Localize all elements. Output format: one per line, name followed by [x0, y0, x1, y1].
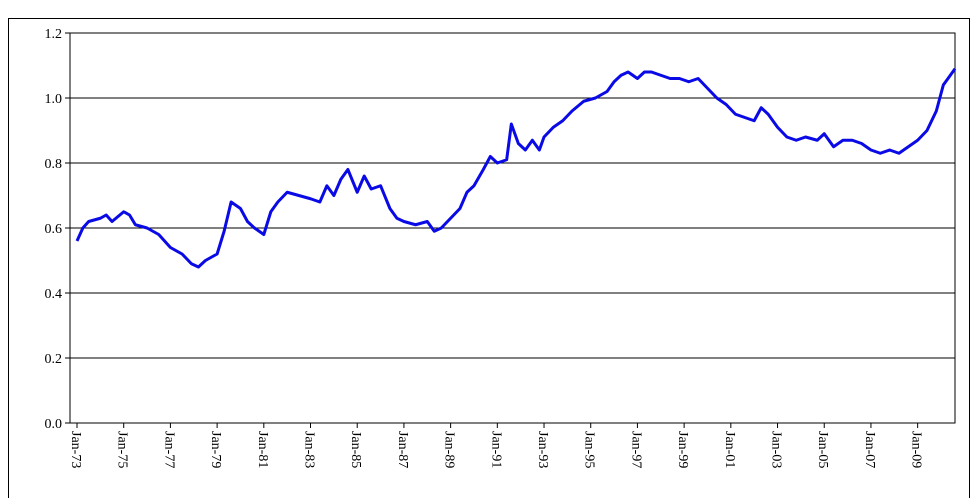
x-tick-label: Jan-91 [488, 431, 503, 468]
x-tick-label: Jan-87 [395, 431, 410, 468]
x-tick-label: Jan-75 [115, 431, 130, 468]
x-tick-label: Jan-81 [255, 431, 270, 468]
data-line [75, 67, 957, 269]
x-tick-label: Jan-93 [535, 431, 550, 468]
y-tick-label: 0.8 [45, 157, 63, 172]
y-tick-label: 0.0 [45, 417, 63, 432]
x-tick-label: Jan-77 [161, 431, 176, 468]
x-tick-label: Jan-99 [675, 431, 690, 468]
plot-frame [69, 32, 956, 424]
y-tick-label: 0.6 [45, 222, 63, 237]
y-tick-label: 0.4 [45, 287, 63, 302]
x-tick-label: Jan-89 [442, 431, 457, 468]
x-tick-label: Jan-01 [722, 431, 737, 468]
y-tick-label: 1.0 [45, 92, 63, 107]
x-tick-label: Jan-07 [862, 431, 877, 468]
x-tick-label: Jan-05 [815, 431, 830, 468]
x-tick-label: Jan-79 [208, 431, 223, 468]
chart-frame [8, 18, 970, 503]
y-tick-label: 0.2 [45, 352, 63, 367]
y-tick-label: 1.2 [45, 27, 63, 42]
x-tick-label: Jan-95 [582, 431, 597, 468]
x-tick-label: Jan-09 [909, 431, 924, 468]
x-tick-label: Jan-03 [769, 431, 784, 468]
x-tick-label: Jan-97 [628, 431, 643, 468]
x-tick-label: Jan-73 [68, 431, 83, 468]
x-tick-label: Jan-85 [348, 431, 363, 468]
x-tick-label: Jan-83 [302, 431, 317, 468]
